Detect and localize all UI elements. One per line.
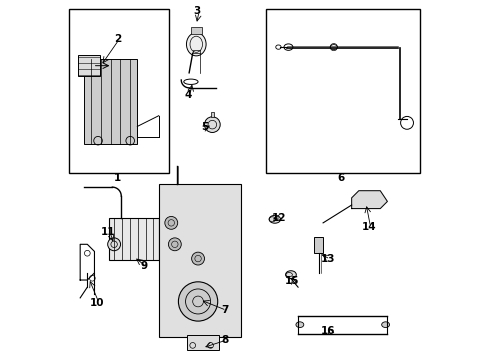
Circle shape <box>191 252 204 265</box>
Text: 14: 14 <box>361 222 375 232</box>
Text: 3: 3 <box>193 6 201 17</box>
Text: 7: 7 <box>221 305 228 315</box>
Bar <box>187 336 219 350</box>
Text: 10: 10 <box>90 298 104 308</box>
Ellipse shape <box>268 215 280 223</box>
Bar <box>192 50 200 53</box>
Ellipse shape <box>285 271 296 279</box>
Bar <box>83 59 137 144</box>
Text: 12: 12 <box>272 212 286 222</box>
Bar <box>78 55 100 76</box>
Ellipse shape <box>295 322 303 328</box>
Text: 2: 2 <box>114 34 121 44</box>
Bar <box>159 184 241 337</box>
Text: 5: 5 <box>201 122 208 132</box>
Bar <box>210 112 214 117</box>
Text: 6: 6 <box>337 173 344 183</box>
Ellipse shape <box>381 322 389 328</box>
Polygon shape <box>351 191 386 208</box>
Text: 1: 1 <box>114 173 121 183</box>
Bar <box>313 237 323 253</box>
Text: 11: 11 <box>101 227 115 237</box>
Bar <box>69 9 169 173</box>
Text: 9: 9 <box>141 261 148 271</box>
Text: 15: 15 <box>284 276 298 286</box>
Ellipse shape <box>186 33 205 56</box>
Circle shape <box>164 216 177 229</box>
Circle shape <box>204 117 220 132</box>
Text: 8: 8 <box>221 335 228 345</box>
Bar <box>108 217 159 260</box>
Circle shape <box>178 282 217 321</box>
Circle shape <box>107 238 121 251</box>
Bar <box>190 27 201 33</box>
Text: 13: 13 <box>321 254 335 264</box>
Bar <box>265 9 419 173</box>
Circle shape <box>168 238 181 251</box>
Text: 16: 16 <box>321 326 335 336</box>
Text: 4: 4 <box>184 90 191 100</box>
